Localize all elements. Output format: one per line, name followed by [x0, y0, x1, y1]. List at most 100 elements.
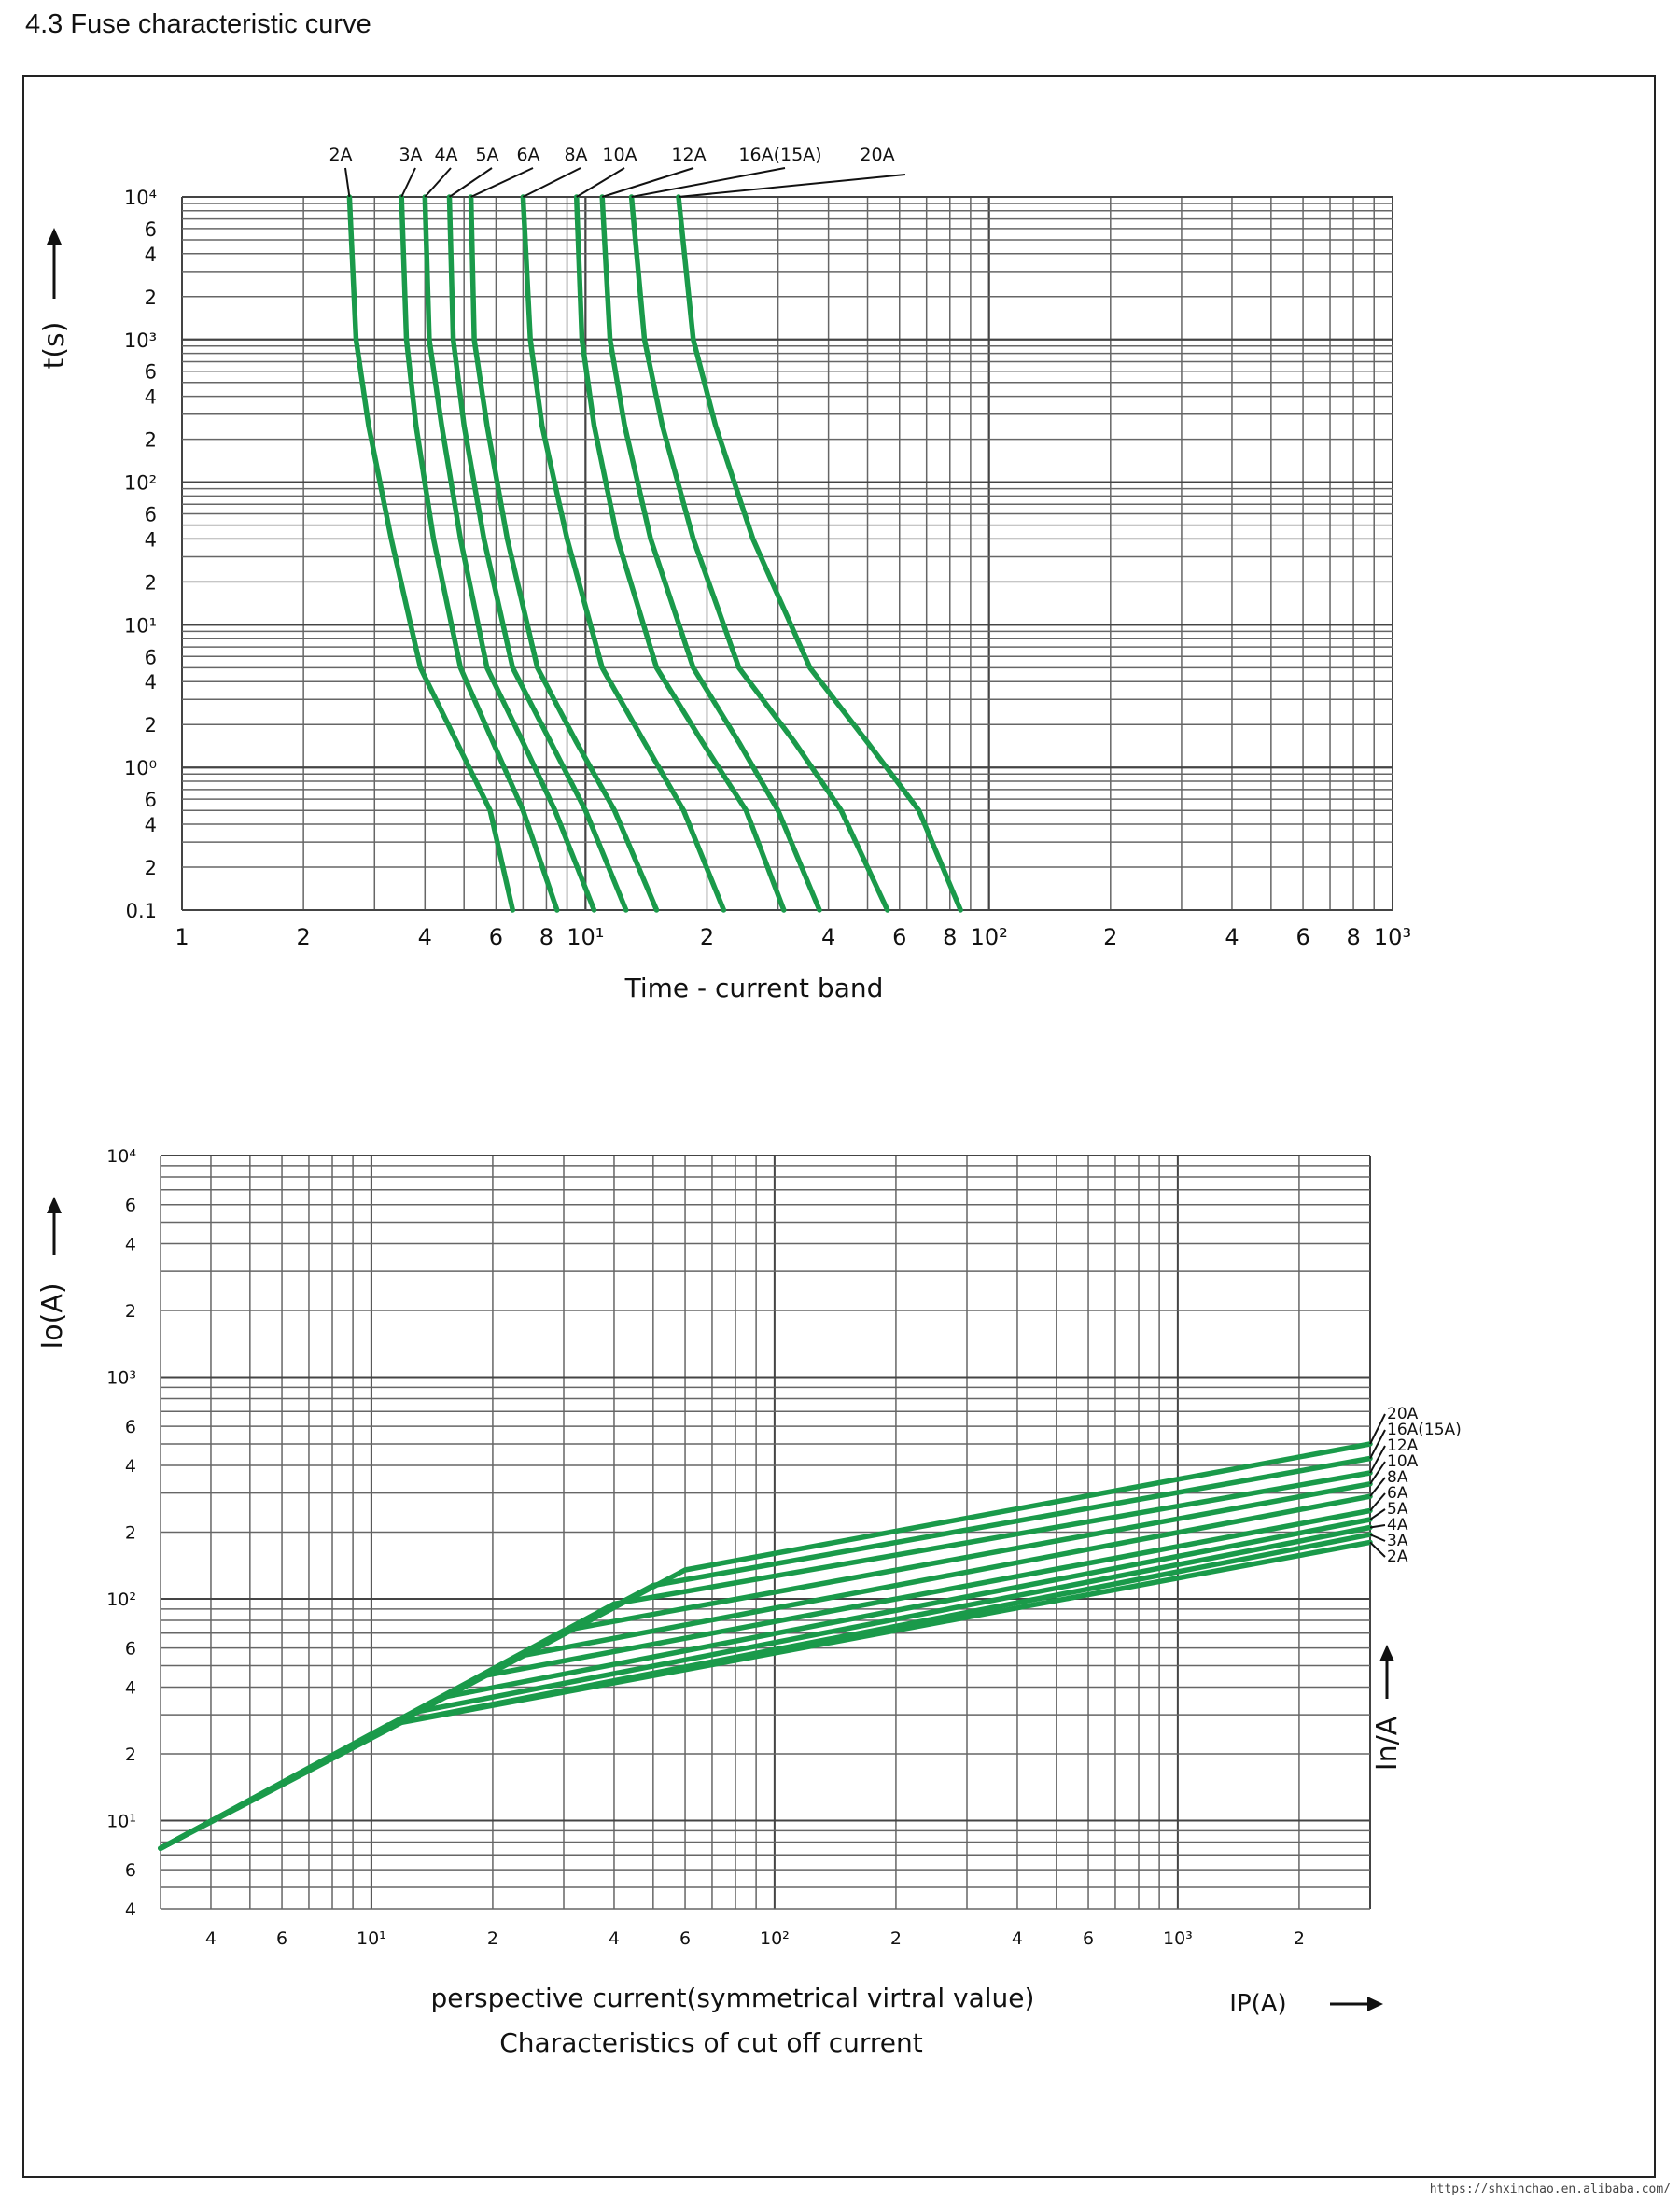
series-leader-line	[522, 167, 581, 198]
series-leader-line	[1369, 1477, 1386, 1497]
y-tick-label: 4	[145, 386, 157, 409]
y-tick-label: 4	[145, 671, 157, 694]
y-tick-label: 6	[125, 1860, 136, 1881]
x-tick-label: 6	[489, 924, 503, 950]
curve-16A(15A)	[628, 194, 890, 913]
y-tick-label: 10³	[106, 1367, 136, 1388]
watermark-url: https://shxinchao.en.alibaba.com/	[1429, 2182, 1671, 2196]
x-tick-label: 8	[943, 924, 957, 950]
y-tick-label: 6	[145, 503, 157, 525]
x-tick-label: 4	[205, 1928, 217, 1949]
in-a-label: In/A	[1371, 1716, 1404, 1771]
series-label: 20A	[1387, 1405, 1419, 1423]
y-tick-label: 6	[145, 789, 157, 811]
chart-frame	[22, 75, 1656, 2178]
series-leader-line	[1369, 1413, 1386, 1445]
cutoff-y-arrow-icon	[47, 1197, 62, 1213]
y-tick-label: 6	[145, 361, 157, 384]
cutoff-tick-labels: 4 6 10¹ 2 4 6 10² 2 4 6 10³ 2 10⁴ 6 4 2 10³ 6 4 2 10² 6 4 2 10¹ 6…	[106, 1146, 1305, 1949]
series-leader-line	[601, 167, 694, 198]
x-tick-label: 10²	[760, 1928, 790, 1949]
x-tick-label: 1	[175, 924, 189, 950]
cutoff-y-axis-label: Io(A)	[36, 1282, 69, 1349]
y-tick-label: 2	[125, 1523, 136, 1544]
x-tick-label: 4	[609, 1928, 620, 1949]
y-tick-label: 10³	[124, 329, 157, 352]
x-tick-label: 4	[821, 924, 835, 950]
ip-arrow-icon	[1367, 1997, 1383, 2011]
curve-5A	[446, 194, 629, 913]
curve-8A	[520, 194, 727, 913]
y-tick-label: 10⁰	[124, 757, 157, 779]
series-leader-line	[576, 167, 625, 198]
series-label: 3A	[1387, 1532, 1408, 1550]
x-tick-label: 6	[679, 1928, 691, 1949]
series-leader-line	[448, 167, 493, 198]
time-current-tick-labels: 1 2 4 6 8 10¹ 2 4 6 8 10² 2 4 6 8 10³10⁴64210³64210²642…	[124, 187, 1411, 950]
series-label: 8A	[1387, 1468, 1408, 1487]
series-leader-line	[424, 167, 452, 198]
series-label: 12A	[671, 145, 706, 165]
y-tick-label: 4	[125, 1456, 136, 1477]
series-leader-line	[678, 174, 906, 198]
y-tick-label: 2	[145, 571, 157, 594]
time-axis-arrow-icon	[47, 228, 62, 245]
time-current-grid	[181, 196, 1393, 911]
y-tick-label: 4	[145, 814, 157, 836]
series-label: 3A	[399, 145, 422, 165]
series-label: 10A	[602, 145, 637, 165]
x-tick-label: 10²	[971, 924, 1008, 950]
series-label: 10A	[1387, 1452, 1419, 1471]
x-tick-label: 6	[1083, 1928, 1094, 1949]
time-current-subtitle: Time - current band	[624, 973, 884, 1003]
y-tick-label: 2	[145, 714, 157, 736]
series-leader-line	[1369, 1429, 1386, 1460]
cutoff-chart-title: Characteristics of cut off current	[499, 2027, 923, 2058]
y-tick-label: 10¹	[124, 614, 157, 637]
curve-8A	[158, 1493, 1373, 1851]
x-tick-label: 4	[1012, 1928, 1023, 1949]
series-label: 8A	[564, 145, 587, 165]
x-tick-label: 4	[1225, 924, 1239, 950]
curve-4A	[422, 194, 597, 913]
x-tick-label: 2	[487, 1928, 498, 1949]
y-tick-label: 10⁴	[106, 1146, 136, 1167]
time-current-curves	[346, 194, 963, 913]
x-tick-label: 2	[1103, 924, 1117, 950]
x-tick-label: 10³	[1163, 1928, 1193, 1949]
curve-2A	[346, 194, 516, 913]
y-tick-label: 0.1	[126, 900, 157, 922]
x-tick-label: 2	[700, 924, 714, 950]
curve-6A	[468, 194, 660, 913]
y-tick-label: 2	[145, 857, 157, 879]
x-tick-label: 2	[297, 924, 311, 950]
series-leader-line	[1369, 1524, 1386, 1529]
series-label: 20A	[860, 145, 894, 165]
x-tick-label: 4	[418, 924, 432, 950]
series-label: 4A	[434, 145, 457, 165]
curve-2A	[158, 1539, 1373, 1851]
curve-12A	[599, 194, 822, 913]
curve-20A	[676, 194, 963, 913]
time-axis-label-group: t(s)	[38, 228, 71, 369]
y-tick-label: 4	[125, 1678, 136, 1699]
series-label: 5A	[475, 145, 498, 165]
series-label: 4A	[1387, 1516, 1408, 1534]
series-leader-line	[1369, 1461, 1386, 1485]
cutoff-x-unit-label: IP(A)	[1229, 1990, 1286, 2018]
curve-10A	[573, 194, 787, 913]
curve-3A	[399, 194, 560, 913]
x-tick-label: 2	[1294, 1928, 1305, 1949]
y-tick-label: 10²	[106, 1590, 136, 1610]
y-tick-label: 6	[145, 646, 157, 668]
cutoff-curves	[158, 1441, 1373, 1851]
x-tick-label: 6	[892, 924, 906, 950]
x-tick-label: 2	[890, 1928, 902, 1949]
in-a-arrow-icon	[1379, 1645, 1394, 1661]
y-tick-label: 2	[125, 1745, 136, 1765]
x-tick-label: 8	[1346, 924, 1360, 950]
series-label: 16A(15A)	[1387, 1421, 1462, 1439]
time-current-series-labels: 2A 3A 4A 5A 6A 8A 10A 12A 16A(15A) 20A	[329, 145, 906, 198]
x-tick-label: 6	[276, 1928, 287, 1949]
